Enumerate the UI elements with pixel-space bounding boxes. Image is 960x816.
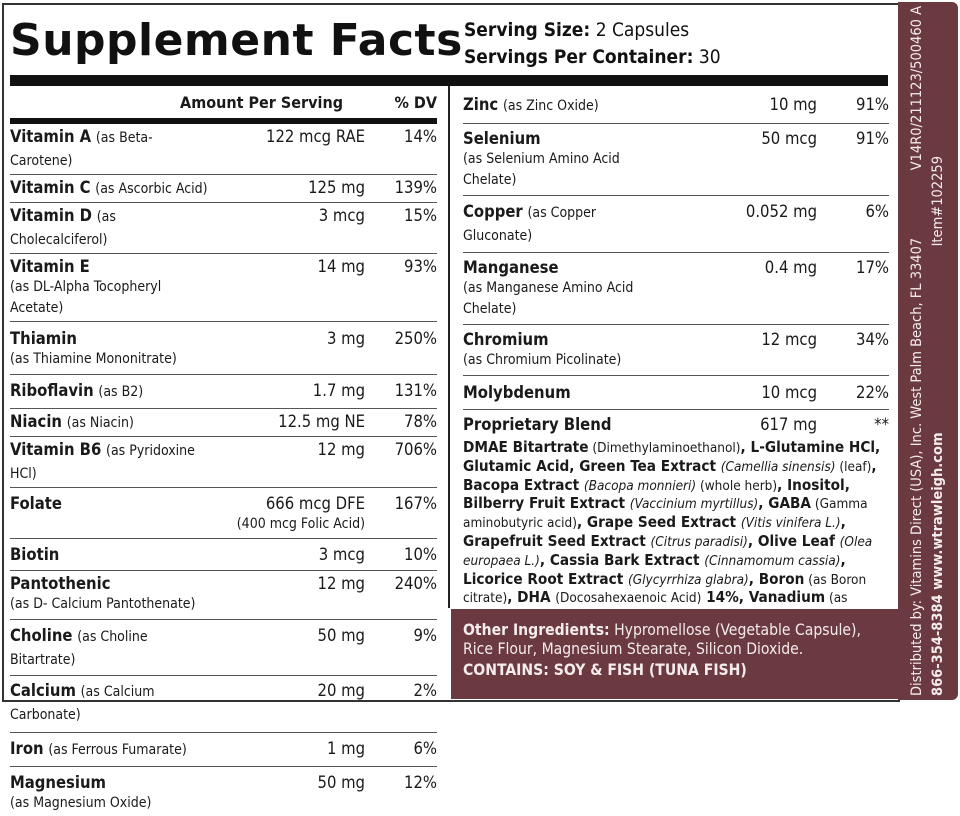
table-row: Copper (as Copper Gluconate) 0.052 mg 6% [463,196,889,253]
servings-per-container-value: 30 [698,46,721,68]
right-nutrient-table: Zinc (as Zinc Oxide) 10 mg 91% Selenium (as… [463,86,889,683]
table-row: Vitamin D (as Cholecalciferol) 3 mcg 15% [10,203,437,254]
other-ingredients-text: Hypromellose (Vegetable Capsule), Rice F… [463,621,861,658]
other-ingredients-panel: Other Ingredients: Hypromellose (Vegetab… [451,609,898,699]
allergen-statement: CONTAINS: SOY & FISH (TUNA FISH) [463,661,747,679]
table-row: Molybdenum 10 mcg 22% [463,376,889,410]
table-row: Pantothenic (as D- Calcium Pantothenate) 1… [10,571,437,620]
distributor-side-panel: Distributed by: Vitamins Direct (USA), I… [898,2,958,700]
table-row: Niacin (as Niacin) 12.5 mg NE 78% [10,409,437,437]
table-row: Biotin 3 mcg 10% [10,539,437,571]
table-row: Calcium (as Calcium Carbonate) 20 mg 2% [10,676,437,733]
item-number: Item#102259 [930,156,946,247]
table-header: Amount Per Serving % DV [10,86,437,124]
phone-website: 866-354-8384 www.wtrawleigh.com [930,432,946,696]
left-nutrient-table: Amount Per Serving % DV Vitamin A (as Be… [10,86,437,816]
servings-per-container-label: Servings Per Container: [464,46,694,68]
side-line-2: 866-354-8384 www.wtrawleigh.com Item#102… [928,6,949,696]
table-row: Vitamin A (as Beta-Carotene) 122 mcg RAE 1… [10,124,437,175]
table-row: Vitamin C (as Ascorbic Acid) 125 mg 139% [10,175,437,203]
amount-header: Amount Per Serving [180,92,343,112]
table-row: Chromium (as Chromium Picolinate) 12 mcg 34… [463,325,889,376]
table-row: Riboflavin (as B2) 1.7 mg 131% [10,375,437,409]
table-row: Manganese (as Manganese Amino Acid Chelat… [463,253,889,325]
table-row: Vitamin E (as DL-Alpha Tocopheryl Acetate… [10,254,437,322]
other-ingredients-label: Other Ingredients: [463,621,610,639]
serving-size-value: 2 Capsules [595,19,690,41]
column-divider [448,86,450,608]
serving-info: Serving Size: 2 Capsules Servings Per Co… [464,17,721,71]
serving-size-label: Serving Size: [464,19,591,41]
table-row: Magnesium (as Magnesium Oxide) 50 mg 12% [10,773,437,811]
table-row: Vitamin B6 (as Pyridoxine HCl) 12 mg 706% [10,437,437,488]
table-row: Choline (as Choline Bitartrate) 50 mg 9% [10,620,437,676]
table-row: Zinc (as Zinc Oxide) 10 mg 91% [463,86,889,124]
page-title: Supplement Facts [10,15,463,66]
table-row: Folate 666 mcg DFE (400 mcg Folic Acid) 167… [10,488,437,539]
side-line-1: Distributed by: Vitamins Direct (USA), I… [907,6,928,696]
dv-header: % DV [394,92,437,112]
table-row: Iron (as Ferrous Fumarate) 1 mg 6% [10,733,437,767]
table-row: Proprietary Blend 617 mg ** [463,415,889,434]
lot-code: V14R0/211123/500460 A [909,6,925,171]
distributor-text: Distributed by: Vitamins Direct (USA), I… [909,237,925,696]
divider-bar [10,75,888,86]
table-row: Thiamin (as Thiamine Mononitrate) 3 mg 250% [10,322,437,375]
table-row: Selenium (as Selenium Amino Acid Chelate)… [463,124,889,196]
